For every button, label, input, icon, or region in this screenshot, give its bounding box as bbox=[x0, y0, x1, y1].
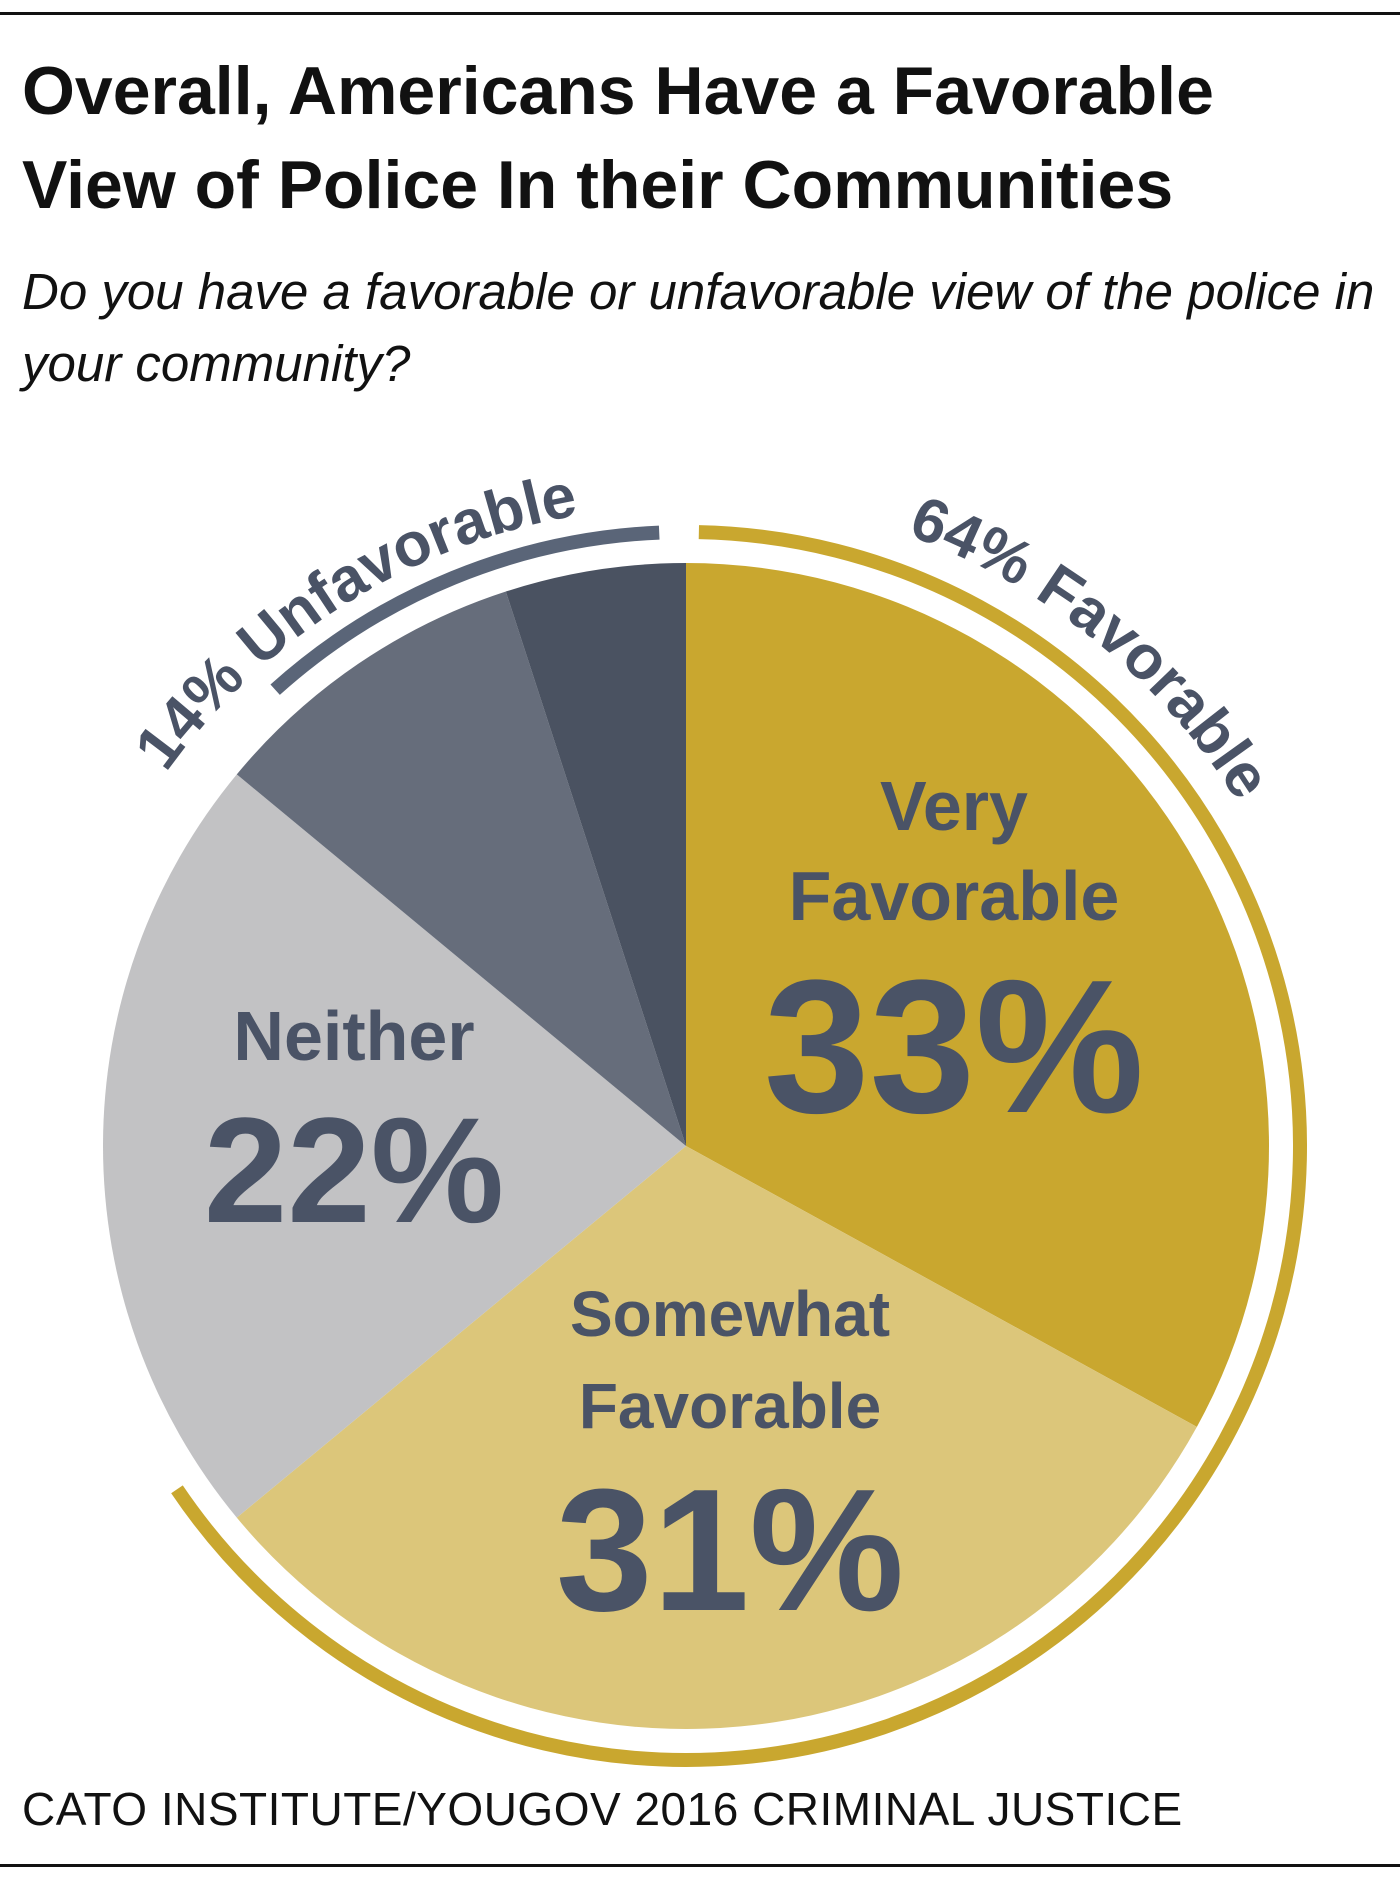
pie-slice-very-favorable bbox=[686, 563, 1270, 1427]
group-rings bbox=[171, 525, 1307, 1767]
slice-labels: VeryFavorable33%SomewhatFavorable31%Neit… bbox=[204, 767, 1144, 1647]
slice-label-somewhat-favorable-line-2: Favorable bbox=[579, 1370, 881, 1442]
slice-value-somewhat-favorable: 31% bbox=[556, 1452, 904, 1647]
group-ring-favorable bbox=[171, 525, 1307, 1767]
pie-slice-neither bbox=[102, 774, 687, 1518]
slice-value-very-favorable: 33% bbox=[764, 941, 1144, 1153]
pie-slice-somewhat-favorable bbox=[236, 1146, 1197, 1730]
source-note: CATO INSTITUTE/YOUGOV 2016 CRIMINAL JUST… bbox=[22, 1783, 1183, 1835]
bottom-rule bbox=[0, 1864, 1400, 1867]
top-rule bbox=[0, 12, 1400, 15]
slice-label-somewhat-favorable-line-1: Somewhat bbox=[570, 1278, 890, 1350]
slice-label-very-favorable-line-1: Very bbox=[880, 767, 1028, 845]
slice-label-very-favorable-line-2: Favorable bbox=[789, 857, 1120, 935]
slice-label-neither-line-1: Neither bbox=[233, 997, 474, 1075]
pie-slice-somewhat-unfavorable bbox=[236, 591, 687, 1146]
chart-title: Overall, Americans Have a Favorable View… bbox=[22, 53, 1214, 223]
chart-subtitle: Do you have a favorable or unfavorable v… bbox=[22, 263, 1375, 392]
pie-slice-very-unfavorable bbox=[505, 563, 686, 1146]
group-ring-unfavorable bbox=[270, 525, 660, 695]
pie-slices bbox=[102, 563, 1270, 1730]
slice-value-neither: 22% bbox=[204, 1086, 504, 1254]
